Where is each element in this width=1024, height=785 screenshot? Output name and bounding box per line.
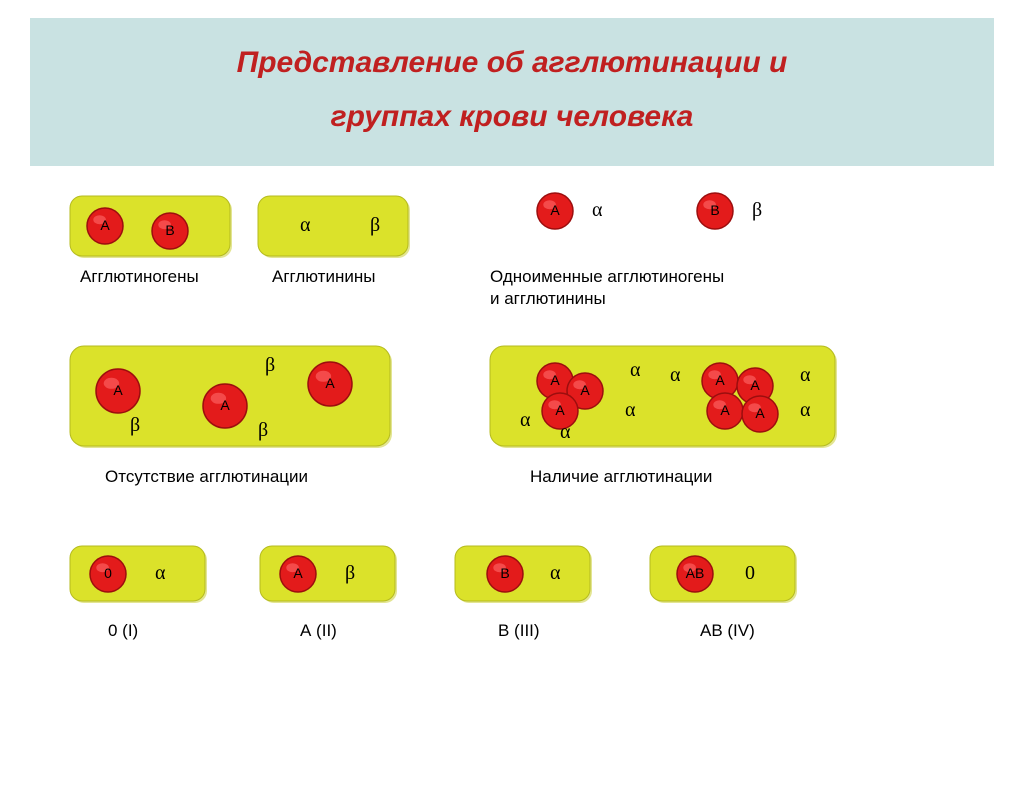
svg-text:A: A [580, 382, 590, 398]
svg-text:α: α [670, 364, 681, 386]
svg-text:А (II): А (II) [300, 621, 337, 640]
svg-text:B: B [710, 202, 719, 218]
svg-text:A: A [325, 375, 335, 391]
svg-text:β: β [265, 354, 275, 376]
svg-text:B: B [500, 565, 509, 581]
svg-text:A: A [550, 202, 560, 218]
title-line1: Представление об агглютинации и [237, 46, 788, 79]
svg-text:A: A [750, 377, 760, 393]
svg-text:A: A [555, 402, 565, 418]
svg-text:α: α [625, 399, 636, 421]
svg-text:β: β [345, 562, 355, 584]
diagram-svg: ABαβABαβAAAβββAAAAAAAααααααα0α0 (I)AβА (… [0, 166, 1024, 726]
svg-text:АВ (IV): АВ (IV) [700, 621, 755, 640]
caption-agglutination: Наличие агглютинации [530, 466, 712, 488]
diagram-stage: ABαβABαβAAAβββAAAAAAAααααααα0α0 (I)AβА (… [0, 166, 1024, 746]
svg-text:A: A [720, 402, 730, 418]
svg-text:A: A [715, 372, 725, 388]
svg-text:0: 0 [104, 565, 112, 581]
svg-text:α: α [560, 421, 571, 443]
svg-text:α: α [520, 409, 531, 431]
title-bar: Представление об агглютинации и группах … [30, 18, 994, 166]
svg-text:β: β [130, 414, 140, 436]
svg-text:0 (I): 0 (I) [108, 621, 138, 640]
svg-text:0: 0 [745, 562, 755, 584]
caption-agglutinins: Агглютинины [272, 266, 375, 288]
svg-text:A: A [550, 372, 560, 388]
page-title: Представление об агглютинации и группах … [40, 36, 984, 144]
svg-text:A: A [755, 405, 765, 421]
svg-text:В (III): В (III) [498, 621, 540, 640]
svg-text:α: α [155, 562, 166, 584]
svg-text:α: α [800, 399, 811, 421]
svg-text:β: β [258, 419, 268, 441]
svg-text:β: β [752, 199, 762, 221]
svg-text:A: A [100, 217, 110, 233]
svg-text:A: A [293, 565, 303, 581]
svg-text:β: β [370, 214, 380, 236]
svg-text:α: α [550, 562, 561, 584]
svg-text:B: B [165, 222, 174, 238]
svg-text:α: α [300, 214, 311, 236]
caption-same-name: Одноименные агглютиногены и агглютинины [490, 266, 724, 310]
svg-text:α: α [800, 364, 811, 386]
svg-text:α: α [592, 199, 603, 221]
caption-no-agglutination: Отсутствие агглютинации [105, 466, 308, 488]
caption-agglutinogens: Агглютиногены [80, 266, 199, 288]
svg-text:AB: AB [686, 565, 705, 581]
svg-text:α: α [630, 359, 641, 381]
title-line2: группах крови человека [331, 100, 694, 133]
svg-text:A: A [220, 397, 230, 413]
svg-text:A: A [113, 382, 123, 398]
